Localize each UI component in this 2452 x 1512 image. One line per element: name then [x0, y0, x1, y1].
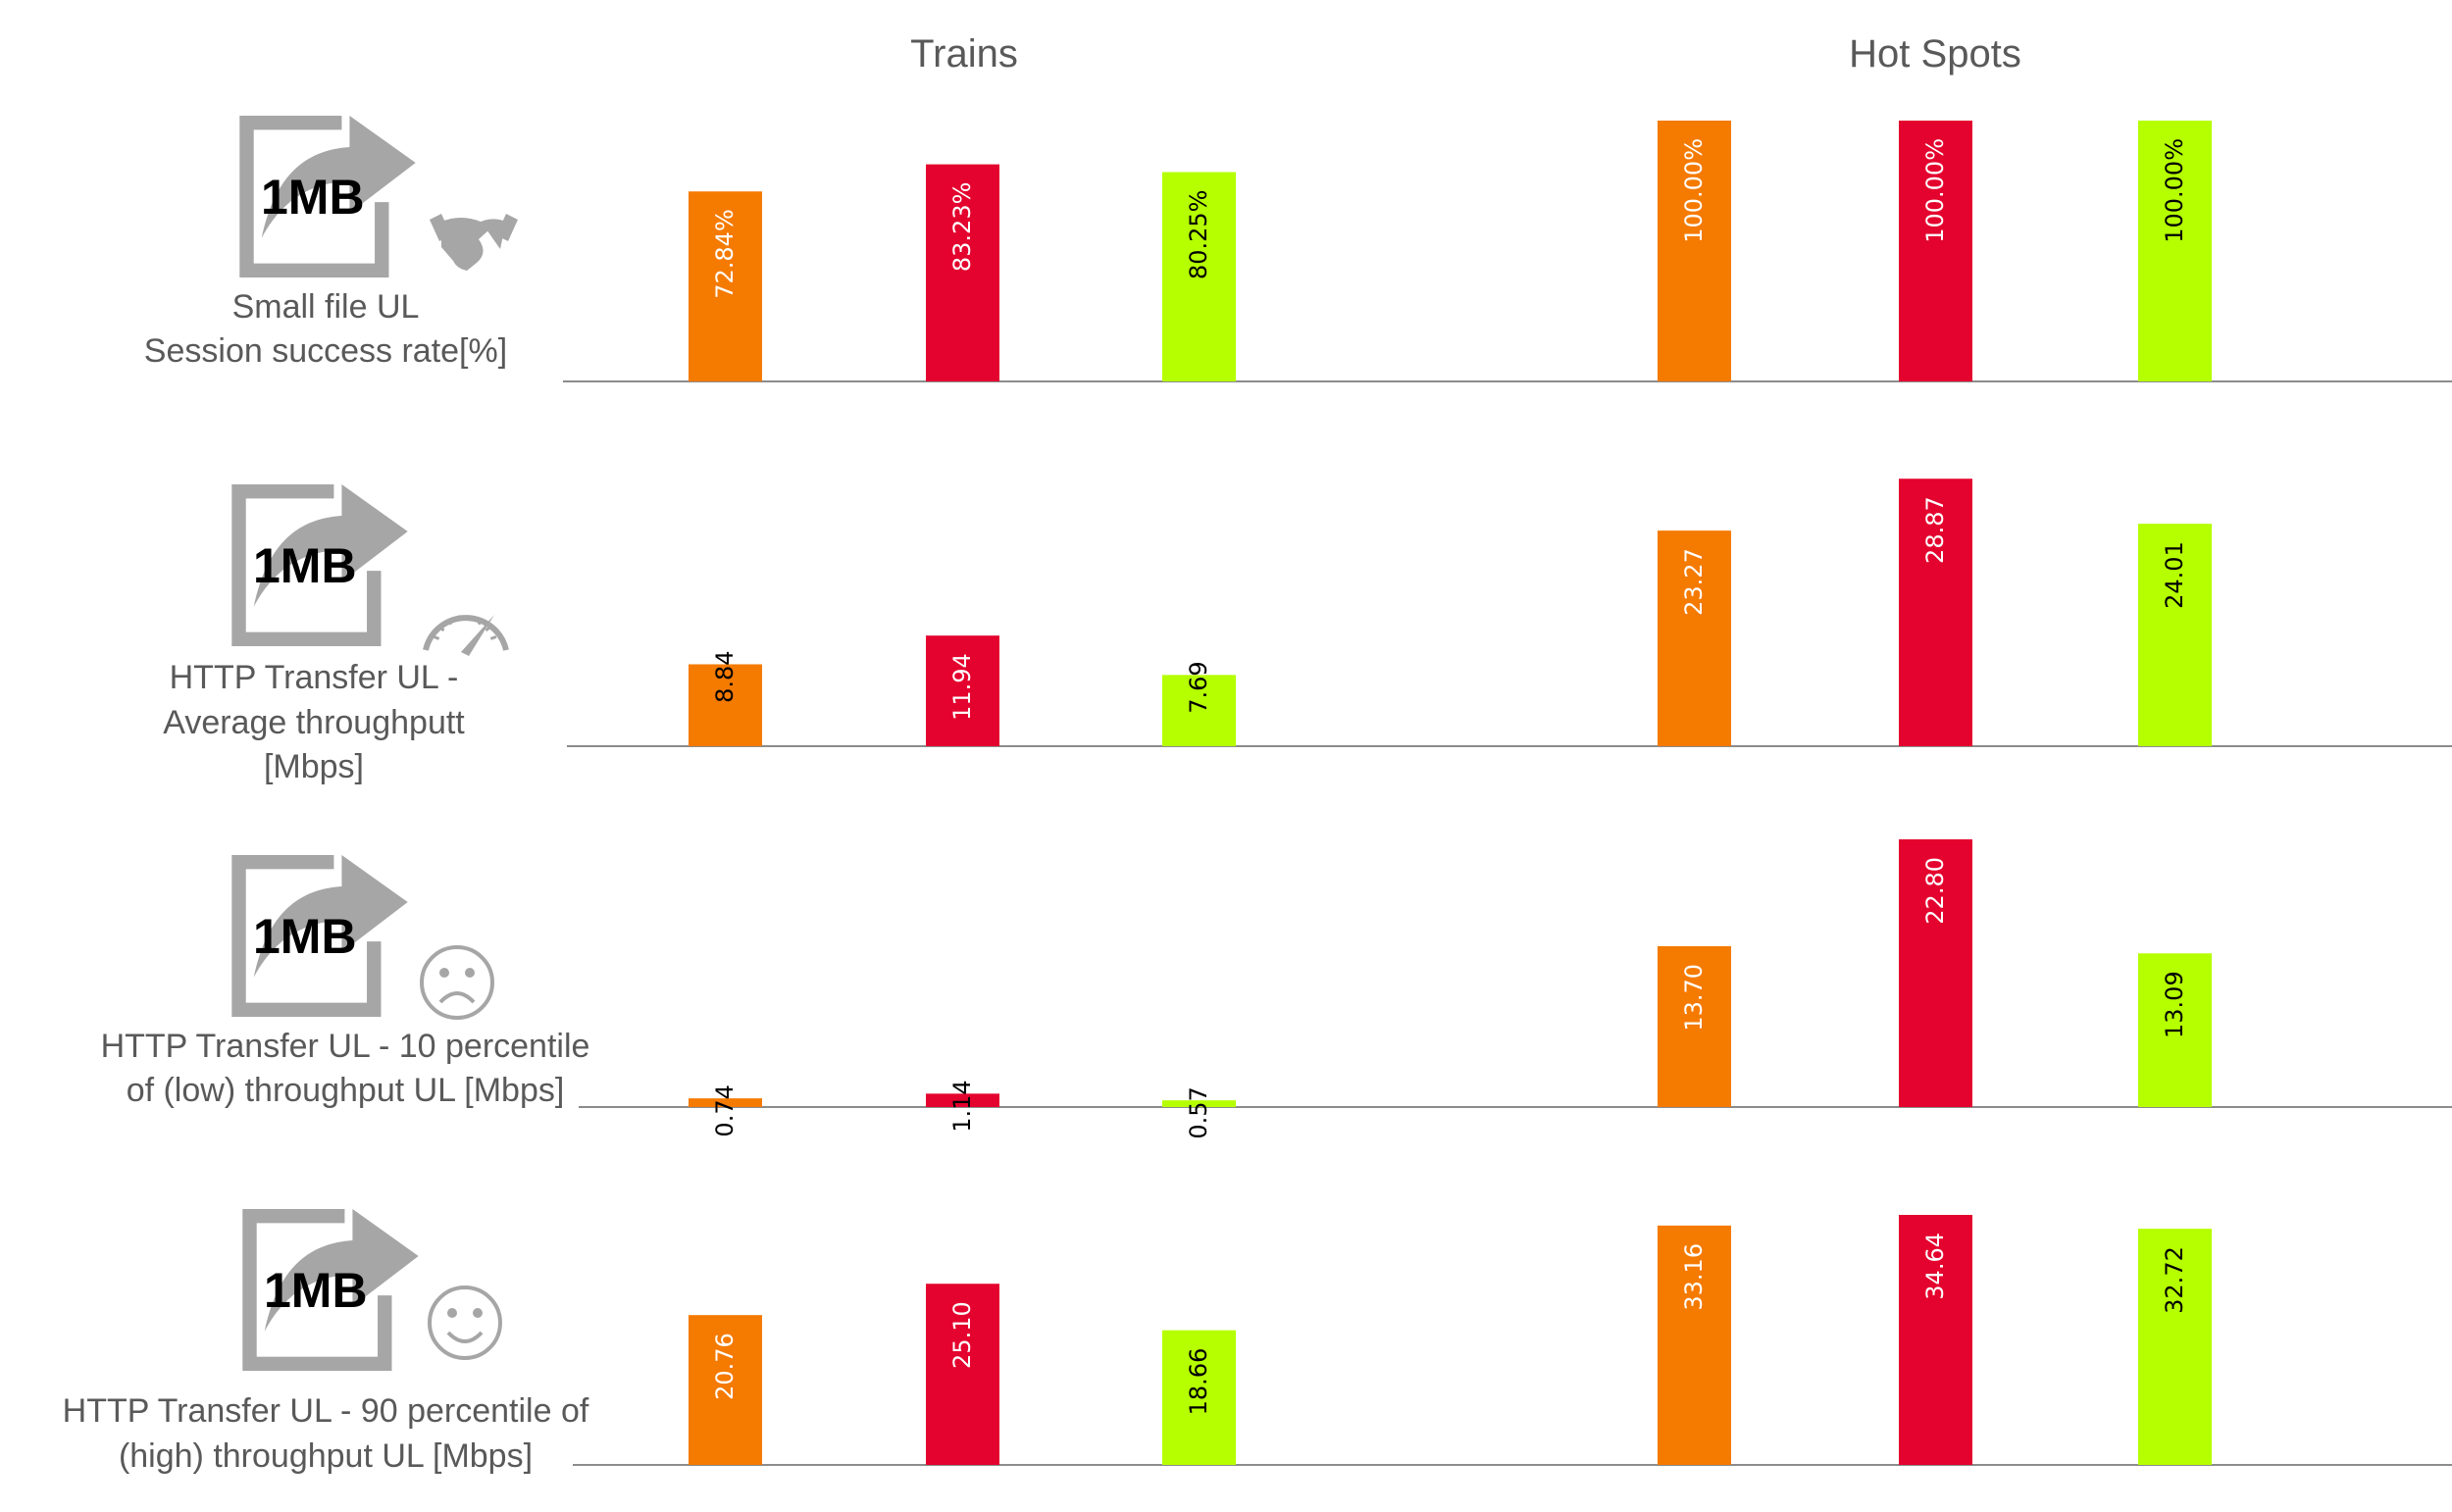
file-size-label: 1MB — [253, 538, 357, 593]
group-title-hot-spots: Hot Spots — [1849, 32, 2021, 76]
file-size-label: 1MB — [253, 909, 357, 964]
row-label-line: Session success rate[%] — [144, 332, 507, 370]
bar-trains-3 — [1162, 675, 1236, 746]
file-upload-icon: 1MB — [231, 855, 408, 1017]
bar-trains-3 — [1162, 1330, 1236, 1465]
data-label: 100.00% — [1680, 138, 1708, 243]
row-label-line: HTTP Transfer UL - 90 percentile of — [63, 1392, 589, 1430]
row-label-line: [Mbps] — [264, 748, 364, 785]
smiley-face-icon — [428, 1285, 502, 1360]
panel-4: 1MB HTTP Transfer UL - 90 percentile of (h… — [63, 1209, 2452, 1475]
bar-trains-3 — [1162, 172, 1236, 381]
bar-hot-spots-1 — [1658, 530, 1731, 746]
data-label: 11.94 — [948, 653, 976, 721]
data-label: 7.69 — [1185, 661, 1212, 713]
bar-trains-2 — [926, 635, 999, 746]
row-label-line: HTTP Transfer UL - — [170, 659, 459, 696]
data-label: 100.00% — [2161, 138, 2188, 243]
data-label: 0.57 — [1185, 1086, 1212, 1138]
sad-face-icon — [420, 945, 494, 1020]
data-label: 18.66 — [1185, 1348, 1212, 1416]
data-label: 34.64 — [1921, 1233, 1949, 1300]
data-label: 28.87 — [1921, 496, 1949, 564]
bar-trains-2 — [926, 164, 999, 381]
row-label-line: Average throughputt — [163, 704, 465, 741]
bar-hot-spots-2 — [1899, 121, 1972, 381]
panel-1: 1MB Small file UL Session success rate[%] 7… — [144, 116, 2452, 382]
file-upload-icon: 1MB — [242, 1209, 419, 1371]
bar-hot-spots-1 — [1658, 121, 1731, 381]
data-label: 0.74 — [711, 1084, 739, 1136]
data-label: 22.80 — [1921, 857, 1949, 925]
bar-trains-1 — [689, 191, 762, 381]
bar-hot-spots-1 — [1658, 945, 1731, 1107]
bar-hot-spots-3 — [2138, 953, 2212, 1107]
bar-trains-1 — [689, 1098, 762, 1107]
group-title-trains: Trains — [910, 32, 1018, 76]
bar-hot-spots-1 — [1658, 1225, 1731, 1465]
data-label: 33.16 — [1680, 1243, 1708, 1311]
panel-3: 1MB HTTP Transfer UL - 10 percentile of (l… — [101, 839, 2452, 1139]
bar-hot-spots-3 — [2138, 524, 2212, 746]
data-label: 13.09 — [2161, 971, 2188, 1038]
data-label: 80.25% — [1185, 190, 1212, 280]
data-label: 8.84 — [711, 650, 739, 702]
file-upload-icon: 1MB — [239, 116, 416, 277]
data-label: 13.70 — [1680, 964, 1708, 1032]
data-label: 72.84% — [711, 209, 739, 299]
bar-hot-spots-3 — [2138, 121, 2212, 381]
bar-trains-2 — [926, 1093, 999, 1107]
file-size-label: 1MB — [264, 1263, 368, 1318]
row-label-line: (high) throughput UL [Mbps] — [119, 1437, 533, 1475]
bar-trains-1 — [689, 664, 762, 746]
bar-hot-spots-3 — [2138, 1229, 2212, 1465]
data-label: 23.27 — [1680, 548, 1708, 616]
data-label: 1.14 — [948, 1080, 976, 1132]
file-upload-icon: 1MB — [231, 484, 408, 646]
data-label: 24.01 — [2161, 541, 2188, 609]
row-label-line: HTTP Transfer UL - 10 percentile — [101, 1028, 590, 1065]
bar-trains-1 — [689, 1315, 762, 1465]
file-size-label: 1MB — [261, 170, 365, 225]
data-label: 25.10 — [948, 1301, 976, 1369]
bar-trains-2 — [926, 1284, 999, 1465]
bar-hot-spots-2 — [1899, 479, 1972, 746]
data-label: 32.72 — [2161, 1246, 2188, 1314]
speedometer-icon — [423, 615, 509, 656]
panel-2: 1MB HTTP Transfer UL - Average throughputt… — [163, 479, 2452, 785]
data-label: 20.76 — [711, 1333, 739, 1400]
row-label-line: of (low) throughput UL [Mbps] — [127, 1072, 565, 1109]
data-label: 83.23% — [948, 182, 976, 273]
bar-hot-spots-2 — [1899, 1215, 1972, 1465]
bar-hot-spots-2 — [1899, 839, 1972, 1107]
handshake-icon — [430, 214, 518, 271]
row-label-line: Small file UL — [232, 288, 420, 326]
data-label: 100.00% — [1921, 138, 1949, 243]
bar-trains-3 — [1162, 1100, 1236, 1107]
